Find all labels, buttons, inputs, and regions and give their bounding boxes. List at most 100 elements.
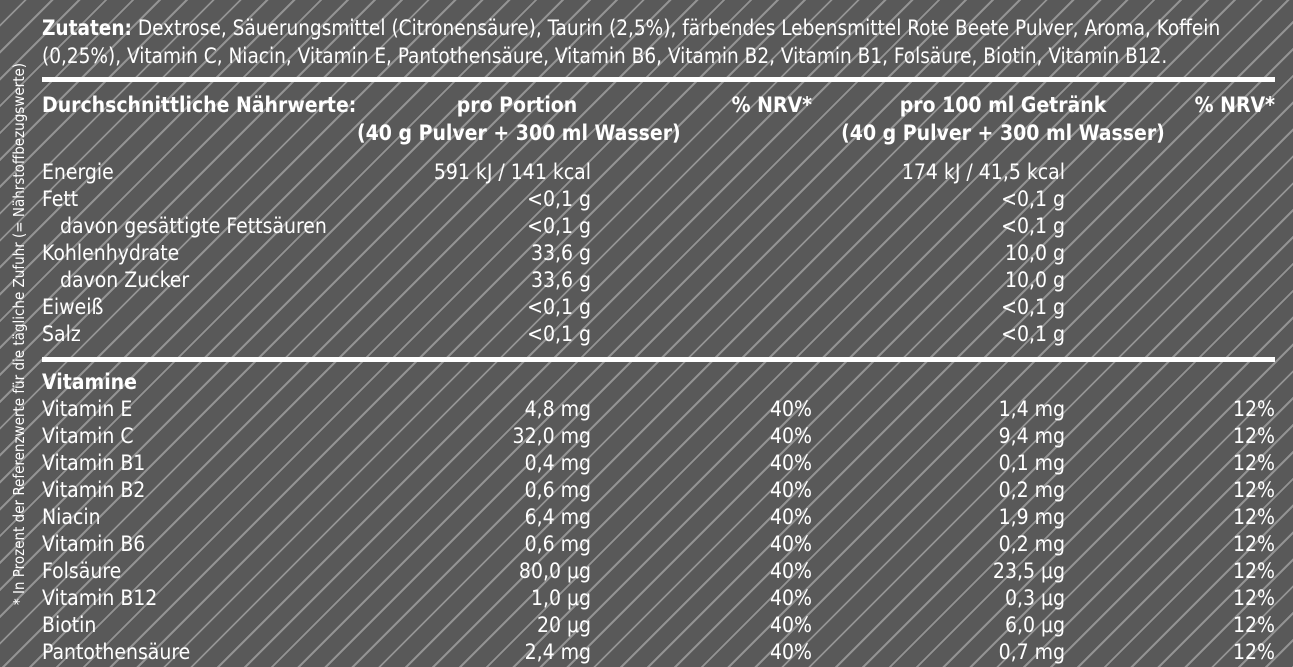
vitamin-nrv-100ml: 12% bbox=[1233, 559, 1275, 583]
header-per-100ml-title: pro 100 ml Getränk bbox=[899, 93, 1107, 117]
vitamin-nrv-100ml: 12% bbox=[1233, 640, 1275, 664]
vitamin-row: Pantothensäure 2,4 mg 40% 0,7 mg 12% bbox=[42, 639, 1275, 666]
header-nutrients: Durchschnittliche Nährwerte: bbox=[42, 93, 357, 117]
vitamin-row: Vitamin B2 0,6 mg 40% 0,2 mg 12% bbox=[42, 477, 1275, 504]
header-per-100ml: pro 100 ml Getränk (40 g Pulver + 300 ml… bbox=[838, 91, 1168, 147]
vitamin-row: Folsäure 80,0 μg 40% 23,5 μg 12% bbox=[42, 558, 1275, 585]
vitamin-per-portion: 0,6 mg bbox=[524, 478, 591, 502]
nutrient-per-100ml: 174 kJ / 41,5 kcal bbox=[901, 160, 1065, 184]
nutrient-per-portion: 591 kJ / 141 kcal bbox=[433, 160, 591, 184]
vitamin-name: Vitamin B2 bbox=[42, 478, 146, 502]
vitamin-per-100ml: 0,7 mg bbox=[998, 640, 1065, 664]
header-per-portion: pro Portion (40 g Pulver + 300 ml Wasser… bbox=[357, 91, 681, 147]
vitamin-name: Pantothensäure bbox=[42, 640, 191, 664]
vitamin-name: Vitamin C bbox=[42, 424, 134, 448]
nutrient-per-portion: <0,1 g bbox=[527, 295, 591, 319]
vitamin-per-100ml: 0,2 mg bbox=[998, 532, 1065, 556]
header-per-100ml-sub: (40 g Pulver + 300 ml Wasser) bbox=[841, 121, 1165, 145]
vitamin-per-100ml: 1,4 mg bbox=[998, 397, 1065, 421]
vitamin-per-portion: 2,4 mg bbox=[524, 640, 591, 664]
nutrient-name: Energie bbox=[42, 160, 114, 184]
nutrient-per-100ml: 10,0 g bbox=[1004, 268, 1065, 292]
vitamin-name: Vitamin E bbox=[42, 397, 133, 421]
vitamin-per-100ml: 0,3 μg bbox=[1004, 586, 1065, 610]
vitamin-row: Vitamin C 32,0 mg 40% 9,4 mg 12% bbox=[42, 423, 1275, 450]
vitamin-name: Vitamin B1 bbox=[42, 451, 146, 475]
nutrient-per-100ml: <0,1 g bbox=[1001, 187, 1065, 211]
ingredients-text: Dextrose, Säuerungsmittel (Citronensäure… bbox=[42, 16, 1221, 68]
vitamin-nrv-100ml: 12% bbox=[1233, 613, 1275, 637]
vitamins-title: Vitamine bbox=[42, 370, 137, 394]
vitamin-name: Niacin bbox=[42, 505, 101, 529]
vitamin-per-portion: 0,6 mg bbox=[524, 532, 591, 556]
nrv-footnote-text: * In Prozent der Referenzwerte für die t… bbox=[10, 62, 28, 605]
vitamin-nrv-100ml: 12% bbox=[1233, 586, 1275, 610]
nutrition-header-row: Durchschnittliche Nährwerte: pro Portion… bbox=[42, 91, 1275, 147]
nutrient-row: Salz <0,1 g <0,1 g bbox=[42, 321, 1275, 348]
nutrient-per-portion: <0,1 g bbox=[527, 214, 591, 238]
vitamin-row: Vitamin B6 0,6 mg 40% 0,2 mg 12% bbox=[42, 531, 1275, 558]
nutrient-row: Eiweiß <0,1 g <0,1 g bbox=[42, 294, 1275, 321]
vitamin-nrv-portion: 40% bbox=[770, 505, 812, 529]
vitamin-nrv-100ml: 12% bbox=[1233, 451, 1275, 475]
vitamin-name: Vitamin B6 bbox=[42, 532, 146, 556]
nutrient-per-portion: 33,6 g bbox=[530, 241, 591, 265]
nutrient-per-portion: <0,1 g bbox=[527, 187, 591, 211]
vitamin-per-portion: 0,4 mg bbox=[524, 451, 591, 475]
vitamin-nrv-portion: 40% bbox=[770, 559, 812, 583]
vitamin-per-portion: 6,4 mg bbox=[524, 505, 591, 529]
vitamin-per-100ml: 1,9 mg bbox=[998, 505, 1065, 529]
nutrient-per-100ml: <0,1 g bbox=[1001, 322, 1065, 346]
nutrient-name: Kohlenhydrate bbox=[42, 241, 180, 265]
vitamin-per-100ml: 6,0 μg bbox=[1004, 613, 1065, 637]
nutrient-name: Fett bbox=[42, 187, 79, 211]
vitamin-per-100ml: 0,1 mg bbox=[998, 451, 1065, 475]
nutrient-row: Fett <0,1 g <0,1 g bbox=[42, 186, 1275, 213]
ingredients: Zutaten: Dextrose, Säuerungsmittel (Citr… bbox=[42, 14, 1250, 70]
divider-top bbox=[42, 77, 1275, 82]
vitamin-row: Niacin 6,4 mg 40% 1,9 mg 12% bbox=[42, 504, 1275, 531]
nutrient-name: davon gesättigte Fettsäuren bbox=[60, 214, 327, 238]
nutrient-name: davon Zucker bbox=[60, 268, 190, 292]
vitamin-per-portion: 20 μg bbox=[536, 613, 591, 637]
vitamin-per-portion: 32,0 mg bbox=[512, 424, 591, 448]
vitamin-nrv-100ml: 12% bbox=[1233, 478, 1275, 502]
nutrient-per-100ml: <0,1 g bbox=[1001, 214, 1065, 238]
header-nrv-100ml: % NRV* bbox=[1194, 93, 1275, 117]
divider-middle bbox=[42, 357, 1275, 362]
nutrient-per-100ml: <0,1 g bbox=[1001, 295, 1065, 319]
nutrient-row: davon Zucker 33,6 g 10,0 g bbox=[42, 267, 1275, 294]
vitamin-nrv-portion: 40% bbox=[770, 451, 812, 475]
vitamin-per-100ml: 23,5 μg bbox=[992, 559, 1065, 583]
nutrient-per-100ml: 10,0 g bbox=[1004, 241, 1065, 265]
nutrition-label: Zutaten: Dextrose, Säuerungsmittel (Citr… bbox=[42, 0, 1275, 667]
vitamin-row: Vitamin E 4,8 mg 40% 1,4 mg 12% bbox=[42, 396, 1275, 423]
nutrient-row: Energie 591 kJ / 141 kcal 174 kJ / 41,5 … bbox=[42, 159, 1275, 186]
vitamins-heading: Vitamine bbox=[42, 369, 1275, 396]
nutrient-name: Eiweiß bbox=[42, 295, 104, 319]
vitamin-per-portion: 80,0 μg bbox=[518, 559, 591, 583]
vitamin-name: Biotin bbox=[42, 613, 97, 637]
header-nrv-portion: % NRV* bbox=[731, 93, 812, 117]
vitamin-nrv-portion: 40% bbox=[770, 397, 812, 421]
vitamin-nrv-portion: 40% bbox=[770, 424, 812, 448]
header-per-portion-title: pro Portion bbox=[456, 93, 578, 117]
nutrient-row: davon gesättigte Fettsäuren <0,1 g <0,1 … bbox=[42, 213, 1275, 240]
vitamin-per-100ml: 0,2 mg bbox=[998, 478, 1065, 502]
vitamin-per-portion: 4,8 mg bbox=[524, 397, 591, 421]
vitamin-name: Folsäure bbox=[42, 559, 122, 583]
vitamin-nrv-portion: 40% bbox=[770, 586, 812, 610]
vitamin-row: Vitamin B12 1,0 μg 40% 0,3 μg 12% bbox=[42, 585, 1275, 612]
vitamin-nrv-100ml: 12% bbox=[1233, 424, 1275, 448]
nutrient-name: Salz bbox=[42, 322, 81, 346]
nutrient-per-portion: <0,1 g bbox=[527, 322, 591, 346]
vitamin-nrv-portion: 40% bbox=[770, 613, 812, 637]
nutrient-per-portion: 33,6 g bbox=[530, 268, 591, 292]
vitamin-nrv-portion: 40% bbox=[770, 532, 812, 556]
ingredients-label: Zutaten: bbox=[42, 16, 132, 40]
vitamin-per-100ml: 9,4 mg bbox=[998, 424, 1065, 448]
vitamin-nrv-100ml: 12% bbox=[1233, 505, 1275, 529]
vitamin-nrv-100ml: 12% bbox=[1233, 532, 1275, 556]
vitamin-name: Vitamin B12 bbox=[42, 586, 158, 610]
vitamin-nrv-portion: 40% bbox=[770, 640, 812, 664]
